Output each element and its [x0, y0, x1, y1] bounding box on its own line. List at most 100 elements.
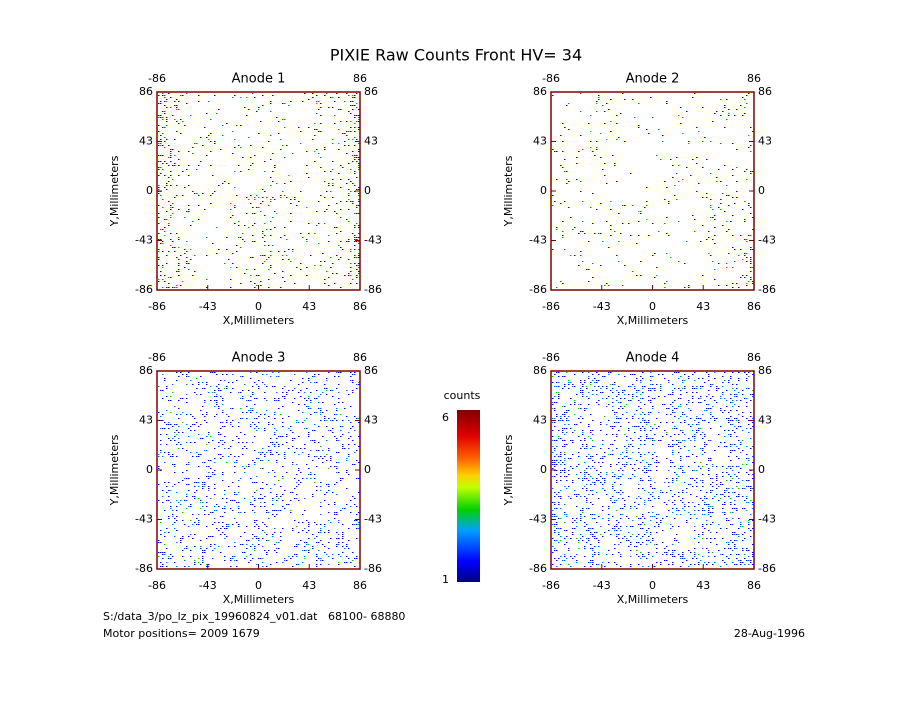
x-tick-label: 43 — [302, 300, 316, 313]
x-tick-label: 43 — [696, 300, 710, 313]
y-tick-label: -86 — [135, 562, 153, 575]
pixel-texture — [158, 95, 358, 282]
y2-tick-label: -86 — [758, 283, 776, 296]
y-tick-label: 0 — [540, 463, 547, 476]
figure-title: PIXIE Raw Counts Front HV= 34 — [330, 46, 582, 65]
y-tick-label: -86 — [529, 283, 547, 296]
x-tick-label: -43 — [199, 300, 217, 313]
y-tick-label: -86 — [529, 562, 547, 575]
y2-tick-label: 0 — [364, 463, 371, 476]
pixel-texture — [158, 372, 360, 567]
y-axis-label: Y,Millimeters — [108, 434, 121, 506]
colorbar — [457, 410, 480, 582]
x-tick-label: -43 — [593, 579, 611, 592]
y2-tick-label: 0 — [758, 463, 765, 476]
panel-title: Anode 4 — [626, 351, 680, 366]
pixel-texture — [158, 372, 360, 567]
y2-tick-label: -86 — [758, 562, 776, 575]
y2-tick-label: 43 — [758, 135, 772, 148]
footer-file: S:/data_3/po_lz_pix_19960824_v01.dat 681… — [103, 610, 405, 623]
y2-tick-label: 86 — [758, 364, 772, 377]
y2-tick-label: 86 — [364, 364, 378, 377]
x-tick-label: 0 — [255, 300, 262, 313]
y-tick-label: 86 — [139, 85, 153, 98]
x-top-tick-label: 86 — [353, 351, 367, 364]
x-tick-label: -86 — [148, 300, 166, 313]
y-tick-label: 0 — [540, 184, 547, 197]
y2-tick-label: -43 — [364, 234, 382, 247]
x-tick-label: 86 — [747, 579, 761, 592]
x-tick-label: 43 — [696, 579, 710, 592]
colorbar-label: counts — [444, 389, 481, 402]
y2-tick-label: -43 — [364, 513, 382, 526]
y-tick-label: -43 — [529, 513, 547, 526]
y2-tick-label: 43 — [364, 135, 378, 148]
x-top-tick-label: 86 — [747, 72, 761, 85]
y-axis-label: Y,Millimeters — [502, 155, 515, 227]
pixel-texture — [158, 93, 360, 288]
x-axis-label: X,Millimeters — [223, 314, 295, 327]
y2-tick-label: 0 — [758, 184, 765, 197]
plot-frame — [550, 370, 755, 570]
panel-title: Anode 2 — [626, 72, 680, 87]
x-tick-label: 0 — [649, 300, 656, 313]
y2-tick-label: 43 — [364, 414, 378, 427]
y-tick-label: 0 — [146, 463, 153, 476]
x-tick-label: 43 — [302, 579, 316, 592]
y-tick-label: 86 — [533, 85, 547, 98]
pixel-texture — [158, 93, 360, 288]
y-tick-label: 43 — [533, 414, 547, 427]
x-tick-label: -43 — [199, 579, 217, 592]
y-axis-label: Y,Millimeters — [108, 155, 121, 227]
y-tick-label: -43 — [529, 234, 547, 247]
y2-tick-label: 86 — [758, 85, 772, 98]
x-axis-label: X,Millimeters — [617, 314, 689, 327]
y-tick-label: 86 — [139, 364, 153, 377]
colorbar-tick-label: 6 — [442, 411, 449, 424]
pixel-texture — [552, 93, 754, 288]
y2-tick-label: -43 — [758, 513, 776, 526]
x-tick-label: 86 — [747, 300, 761, 313]
pixel-texture — [552, 372, 754, 567]
colorbar-tick-label: 1 — [442, 573, 449, 586]
x-top-tick-label: -86 — [542, 351, 560, 364]
x-tick-label: 0 — [649, 579, 656, 592]
panel-title: Anode 1 — [232, 72, 286, 87]
x-top-tick-label: 86 — [353, 72, 367, 85]
y-tick-label: -86 — [135, 283, 153, 296]
x-top-tick-label: -86 — [542, 72, 560, 85]
panel-title: Anode 3 — [232, 351, 286, 366]
y-tick-label: 43 — [139, 135, 153, 148]
y2-tick-label: 43 — [758, 414, 772, 427]
plot-frame — [156, 91, 361, 291]
y2-tick-label: -43 — [758, 234, 776, 247]
x-top-tick-label: 86 — [747, 351, 761, 364]
x-top-tick-label: -86 — [148, 72, 166, 85]
y-tick-label: 86 — [533, 364, 547, 377]
y2-tick-label: -86 — [364, 562, 382, 575]
x-axis-label: X,Millimeters — [223, 593, 295, 606]
y2-tick-label: -86 — [364, 283, 382, 296]
y-tick-label: -43 — [135, 234, 153, 247]
x-axis-label: X,Millimeters — [617, 593, 689, 606]
footer-date: 28-Aug-1996 — [734, 627, 805, 640]
x-tick-label: -86 — [542, 579, 560, 592]
x-tick-label: 86 — [353, 579, 367, 592]
x-tick-label: 86 — [353, 300, 367, 313]
footer-motor: Motor positions= 2009 1679 — [103, 627, 260, 640]
x-top-tick-label: -86 — [148, 351, 166, 364]
y-tick-label: 43 — [139, 414, 153, 427]
pixel-texture — [552, 93, 754, 288]
y-axis-label: Y,Millimeters — [502, 434, 515, 506]
x-tick-label: 0 — [255, 579, 262, 592]
x-tick-label: -43 — [593, 300, 611, 313]
x-tick-label: -86 — [542, 300, 560, 313]
y-tick-label: 0 — [146, 184, 153, 197]
pixel-texture — [552, 372, 754, 567]
y2-tick-label: 0 — [364, 184, 371, 197]
y-tick-label: 43 — [533, 135, 547, 148]
y-tick-label: -43 — [135, 513, 153, 526]
x-tick-label: -86 — [148, 579, 166, 592]
y2-tick-label: 86 — [364, 85, 378, 98]
